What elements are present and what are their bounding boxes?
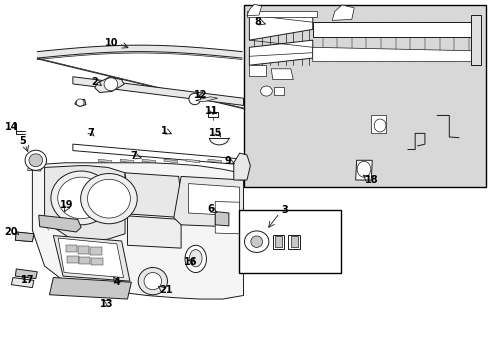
Polygon shape	[32, 163, 243, 299]
Text: 20: 20	[5, 227, 18, 237]
Polygon shape	[163, 159, 177, 163]
Polygon shape	[271, 69, 293, 80]
Text: 10: 10	[105, 38, 119, 48]
Polygon shape	[275, 236, 282, 247]
Text: 7: 7	[130, 150, 137, 161]
Polygon shape	[125, 173, 183, 218]
Ellipse shape	[76, 99, 84, 106]
Text: 7: 7	[87, 128, 94, 138]
Text: 9: 9	[224, 156, 230, 166]
Ellipse shape	[29, 154, 42, 167]
Text: 2: 2	[91, 77, 98, 87]
Text: 16: 16	[184, 257, 197, 267]
Text: 17: 17	[20, 275, 34, 285]
Bar	[238, 211, 340, 273]
Polygon shape	[53, 235, 130, 281]
Polygon shape	[185, 159, 199, 163]
Polygon shape	[11, 278, 34, 288]
Ellipse shape	[373, 119, 385, 132]
Polygon shape	[273, 87, 283, 95]
Polygon shape	[78, 246, 89, 253]
Polygon shape	[127, 216, 181, 248]
Polygon shape	[215, 202, 239, 234]
Bar	[244, 5, 485, 187]
Ellipse shape	[51, 171, 111, 225]
Polygon shape	[312, 22, 478, 37]
Polygon shape	[15, 269, 37, 279]
Text: 3: 3	[281, 206, 287, 216]
Polygon shape	[246, 4, 261, 16]
Ellipse shape	[356, 161, 370, 177]
Ellipse shape	[144, 273, 161, 290]
Polygon shape	[272, 234, 284, 249]
Polygon shape	[288, 234, 300, 249]
Polygon shape	[249, 40, 312, 65]
Polygon shape	[370, 116, 385, 134]
Polygon shape	[39, 215, 81, 232]
Ellipse shape	[189, 249, 202, 267]
Text: 4: 4	[113, 277, 120, 287]
Polygon shape	[15, 232, 34, 242]
Polygon shape	[188, 184, 239, 216]
Polygon shape	[73, 77, 243, 105]
Polygon shape	[290, 236, 297, 247]
Polygon shape	[233, 153, 250, 180]
Text: 15: 15	[208, 128, 222, 138]
Polygon shape	[75, 99, 86, 107]
Text: 8: 8	[254, 17, 261, 27]
Polygon shape	[58, 238, 123, 278]
Polygon shape	[246, 12, 316, 17]
Ellipse shape	[244, 231, 268, 252]
Polygon shape	[73, 144, 243, 165]
Polygon shape	[98, 159, 112, 163]
Polygon shape	[120, 159, 134, 163]
Text: 12: 12	[193, 90, 207, 100]
Text: 14: 14	[5, 122, 18, 132]
Polygon shape	[207, 112, 217, 117]
Ellipse shape	[81, 174, 137, 224]
Polygon shape	[27, 166, 42, 171]
Text: 1: 1	[161, 126, 167, 135]
Polygon shape	[249, 15, 312, 40]
Polygon shape	[331, 5, 353, 21]
Polygon shape	[470, 15, 480, 65]
Ellipse shape	[87, 179, 130, 218]
Polygon shape	[95, 77, 124, 93]
Polygon shape	[44, 166, 125, 241]
Text: 19: 19	[60, 200, 73, 210]
Polygon shape	[249, 65, 266, 76]
Text: 5: 5	[19, 136, 26, 146]
Ellipse shape	[184, 245, 206, 273]
Polygon shape	[207, 159, 221, 163]
Polygon shape	[49, 278, 131, 299]
Polygon shape	[195, 97, 217, 102]
Ellipse shape	[58, 177, 104, 219]
Ellipse shape	[250, 236, 262, 247]
Polygon shape	[90, 247, 102, 255]
Polygon shape	[67, 256, 79, 263]
Ellipse shape	[25, 150, 46, 170]
Polygon shape	[173, 176, 243, 227]
Text: 18: 18	[364, 175, 377, 185]
Text: 21: 21	[159, 285, 172, 296]
Polygon shape	[215, 212, 228, 226]
Polygon shape	[312, 47, 478, 62]
Polygon shape	[355, 160, 371, 180]
Polygon shape	[91, 258, 102, 265]
Polygon shape	[142, 159, 156, 163]
Text: 13: 13	[100, 299, 114, 309]
Text: 6: 6	[206, 204, 213, 215]
Ellipse shape	[138, 267, 167, 295]
Polygon shape	[65, 245, 77, 252]
Ellipse shape	[260, 86, 272, 96]
Polygon shape	[79, 257, 90, 264]
Ellipse shape	[104, 78, 118, 91]
Text: 11: 11	[204, 106, 218, 116]
Ellipse shape	[188, 93, 200, 105]
